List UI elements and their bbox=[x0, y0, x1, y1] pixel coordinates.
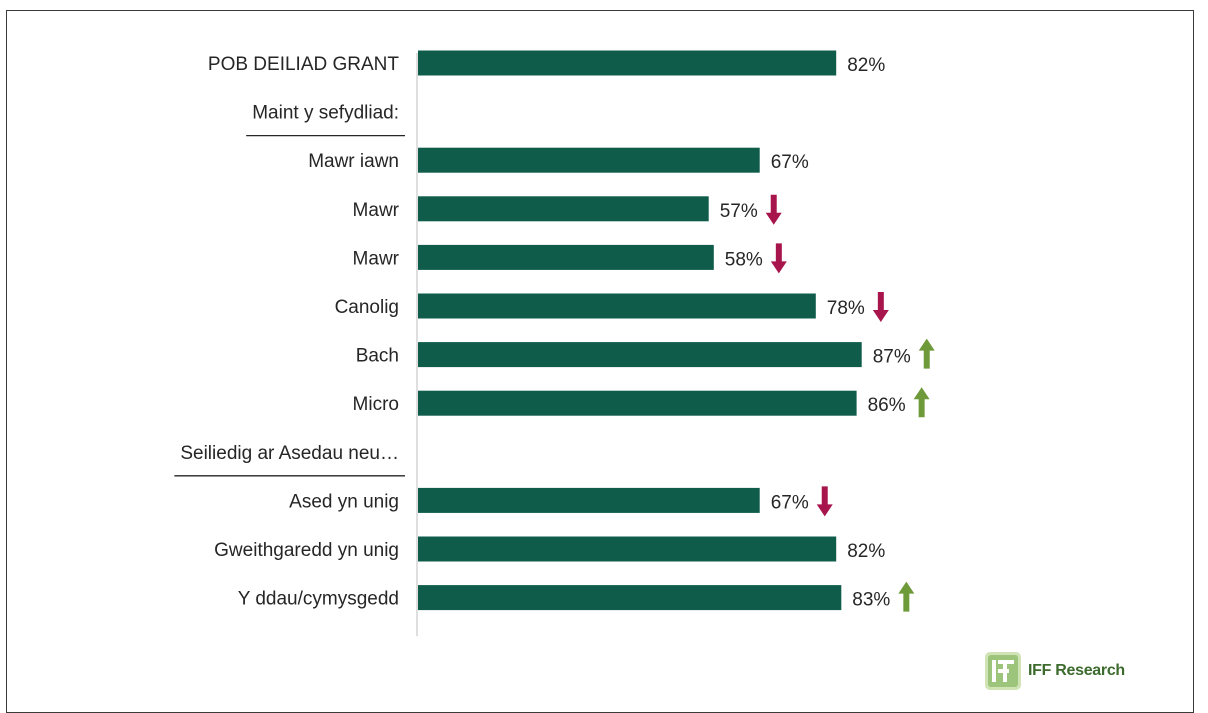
arrow-up-icon bbox=[918, 338, 935, 369]
bar bbox=[418, 196, 709, 222]
data-label: 67% bbox=[771, 152, 809, 173]
arrow-down-icon bbox=[872, 292, 889, 322]
category-label: Mawr bbox=[353, 248, 400, 269]
logo-text: IFF Research bbox=[1028, 662, 1125, 679]
arrow-down-icon bbox=[770, 243, 787, 274]
category-label: Mawr bbox=[353, 200, 400, 221]
data-label: 87% bbox=[873, 347, 911, 368]
data-label: 82% bbox=[847, 541, 885, 562]
category-label: Gweithgaredd yn unig bbox=[214, 540, 399, 561]
bar-chart: POB DEILIAD GRANT 82% Maint y sefydliad: Ma… bbox=[174, 50, 935, 637]
data-label: 78% bbox=[827, 298, 865, 319]
bar bbox=[418, 390, 857, 416]
data-label: 82% bbox=[847, 55, 885, 76]
data-label: 57% bbox=[720, 201, 758, 222]
group-header-label: Seiliedig ar Asedau neu… bbox=[180, 443, 399, 464]
category-label: Y ddau/cymysgedd bbox=[238, 589, 399, 610]
bar bbox=[418, 585, 842, 611]
data-label: 86% bbox=[868, 395, 906, 416]
data-label: 67% bbox=[771, 492, 809, 513]
bar bbox=[418, 536, 837, 562]
category-label: Bach bbox=[356, 346, 399, 367]
bar bbox=[418, 244, 714, 270]
category-label: Mawr iawn bbox=[308, 151, 399, 172]
arrow-down-icon bbox=[765, 194, 782, 225]
bar bbox=[418, 293, 816, 319]
category-label: Micro bbox=[353, 394, 399, 415]
category-label: Ased yn unig bbox=[289, 491, 399, 512]
group-header-label: Maint y sefydliad: bbox=[252, 103, 399, 124]
chart-frame: POB DEILIAD GRANT 82% Maint y sefydliad: Ma… bbox=[6, 10, 1194, 713]
arrow-down-icon bbox=[816, 486, 833, 517]
iff-logo-icon bbox=[985, 652, 1021, 690]
category-label: POB DEILIAD GRANT bbox=[208, 54, 399, 75]
bar bbox=[418, 50, 837, 76]
arrow-up-icon bbox=[913, 387, 930, 418]
bar bbox=[418, 342, 862, 368]
category-label: Canolig bbox=[335, 297, 399, 318]
bar bbox=[418, 487, 760, 513]
iff-research-logo: IFF Research bbox=[984, 651, 1125, 691]
arrow-up-icon bbox=[898, 581, 915, 612]
data-label: 83% bbox=[852, 590, 890, 611]
data-label: 58% bbox=[725, 249, 763, 270]
bar bbox=[418, 147, 760, 173]
